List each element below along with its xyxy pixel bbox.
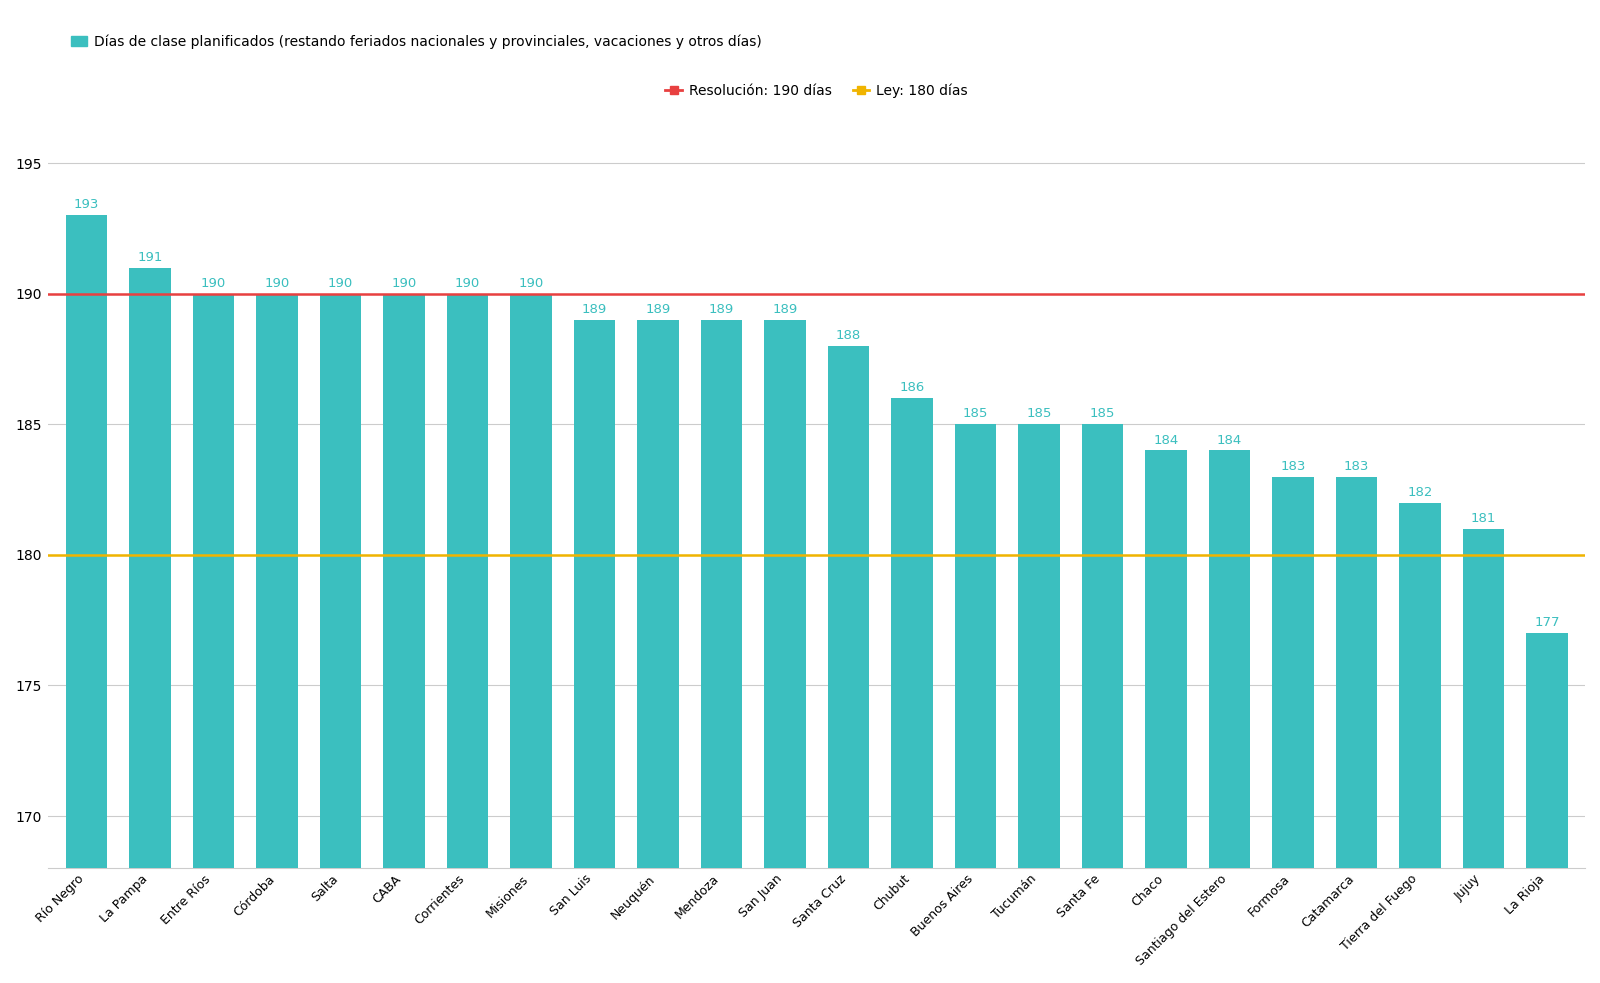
Text: 184: 184	[1154, 434, 1179, 446]
Text: 191: 191	[138, 251, 163, 263]
Bar	[574, 319, 614, 868]
Text: 184: 184	[1218, 434, 1242, 446]
Bar	[891, 398, 933, 868]
Bar	[130, 267, 171, 868]
Text: 190: 190	[454, 277, 480, 290]
Bar	[1462, 529, 1504, 868]
Bar	[1082, 425, 1123, 868]
Text: 183: 183	[1280, 460, 1306, 473]
Text: 186: 186	[899, 381, 925, 394]
Bar	[1018, 425, 1059, 868]
Bar	[510, 294, 552, 868]
Bar	[1336, 477, 1378, 868]
Text: 185: 185	[963, 407, 989, 421]
Text: 190: 190	[392, 277, 416, 290]
Legend: Resolución: 190 días, Ley: 180 días: Resolución: 190 días, Ley: 180 días	[666, 84, 968, 98]
Bar	[827, 346, 869, 868]
Bar	[256, 294, 298, 868]
Bar	[1146, 450, 1187, 868]
Text: 183: 183	[1344, 460, 1370, 473]
Text: 188: 188	[835, 329, 861, 342]
Text: 185: 185	[1026, 407, 1051, 421]
Text: 190: 190	[328, 277, 354, 290]
Bar	[1400, 502, 1440, 868]
Bar	[765, 319, 806, 868]
Text: 185: 185	[1090, 407, 1115, 421]
Bar	[1526, 633, 1568, 868]
Text: 190: 190	[202, 277, 226, 290]
Text: 177: 177	[1534, 616, 1560, 629]
Bar	[446, 294, 488, 868]
Text: 181: 181	[1470, 512, 1496, 525]
Text: 193: 193	[74, 199, 99, 211]
Bar	[320, 294, 362, 868]
Bar	[1272, 477, 1314, 868]
Text: 189: 189	[773, 303, 798, 316]
Bar	[384, 294, 424, 868]
Text: 189: 189	[582, 303, 606, 316]
Bar	[1208, 450, 1250, 868]
Bar	[701, 319, 742, 868]
Bar	[194, 294, 234, 868]
Bar	[637, 319, 678, 868]
Bar	[955, 425, 997, 868]
Text: 190: 190	[518, 277, 544, 290]
Text: 190: 190	[264, 277, 290, 290]
Bar	[66, 215, 107, 868]
Text: 189: 189	[645, 303, 670, 316]
Text: 182: 182	[1408, 486, 1432, 498]
Text: 189: 189	[709, 303, 734, 316]
